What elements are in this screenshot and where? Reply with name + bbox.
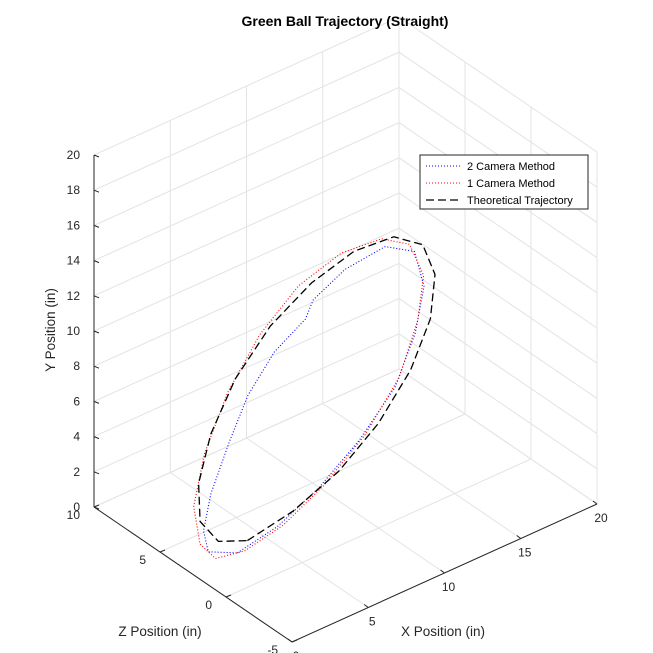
gridline [93, 262, 400, 402]
gridline [159, 413, 466, 553]
gridline [398, 298, 598, 435]
y-tick-label: 4 [73, 430, 80, 444]
series-layer [193, 236, 436, 560]
y-tick-label: 12 [67, 289, 81, 303]
legend-box [419, 154, 589, 210]
y-tick-label: 14 [67, 254, 81, 268]
x-tick-mark [287, 638, 293, 643]
legend-label-2cam: 2 Camera Method [467, 161, 555, 173]
y-tick-mark [93, 295, 100, 299]
z-tick-label: 5 [139, 553, 146, 567]
y-tick-label: 0 [73, 500, 80, 514]
gridline [398, 192, 598, 329]
legend-label-1cam: 1 Camera Method [467, 178, 555, 190]
y-tick-mark [93, 224, 100, 228]
y-tick-label: 10 [67, 324, 81, 338]
gridline [93, 227, 400, 367]
y-tick-mark [93, 471, 100, 475]
z-tick-mark [159, 549, 166, 553]
z-tick-mark [291, 639, 298, 643]
gridline [93, 157, 400, 297]
y-tick-mark [93, 189, 100, 193]
gridline [398, 262, 598, 399]
x-tick-label: 5 [369, 615, 376, 629]
gridline [93, 333, 400, 473]
x-tick-mark [592, 500, 598, 505]
gridline [93, 122, 400, 262]
x-tick-label: 20 [594, 511, 608, 525]
series-1-camera-method [193, 238, 425, 560]
gridline [93, 86, 400, 226]
z-tick-label: 0 [205, 598, 212, 612]
x-tick-label: 15 [518, 546, 532, 560]
y-tick-mark [93, 506, 100, 510]
gridline [93, 368, 400, 508]
y-tick-mark [93, 154, 100, 158]
y-tick-mark [93, 260, 100, 264]
gridline [93, 16, 400, 156]
legend: 2 Camera Method 1 Camera Method Theoreti… [419, 154, 589, 210]
z-tick-mark [93, 504, 100, 508]
gridline [169, 472, 369, 608]
chart-title: Green Ball Trajectory (Straight) [242, 13, 449, 29]
y-tick-mark [93, 436, 100, 440]
y-tick-label: 6 [73, 394, 80, 408]
z-tick-label: 10 [67, 508, 81, 522]
legend-label-theoretical: Theoretical Trajectory [467, 195, 573, 207]
y-tick-label: 8 [73, 359, 80, 373]
y-tick-label: 2 [73, 465, 80, 479]
x-tick-label: 0 [293, 649, 300, 653]
gridline [398, 16, 598, 153]
gridline [246, 437, 445, 574]
z-axis-label: Z Position (in) [118, 624, 201, 639]
y-tick-mark [93, 400, 100, 404]
y-tick-label: 16 [67, 218, 81, 232]
x-axis-label: X Position (in) [401, 624, 485, 639]
z-tick-mark [225, 594, 232, 598]
axes-layer [93, 154, 598, 643]
z-tick-label: -5 [267, 643, 278, 653]
gridline [93, 192, 400, 332]
x-tick-label: 10 [442, 580, 456, 594]
gridline [322, 403, 522, 539]
x-tick-mark [516, 535, 522, 539]
y-axis-label: Y Position (in) [43, 288, 58, 372]
series-theoretical-trajectory [197, 236, 436, 543]
gridline [225, 458, 532, 598]
gridline [93, 51, 400, 191]
y-tick-mark [93, 330, 100, 334]
y-tick-mark [93, 365, 100, 369]
y-tick-label: 20 [67, 148, 81, 162]
gridline [398, 227, 598, 364]
series-2-camera-method [202, 246, 425, 554]
gridline [398, 368, 598, 505]
z-axis-line [93, 506, 293, 643]
gridline [93, 298, 400, 438]
y-tick-label: 18 [67, 183, 81, 197]
x-tick-mark [440, 569, 445, 574]
x-tick-mark [363, 604, 369, 608]
gridline [398, 333, 598, 470]
